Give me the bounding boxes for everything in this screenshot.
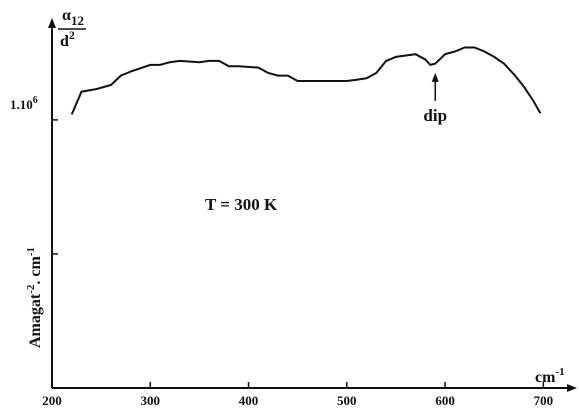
y-axis-label: Amagat-2. cm-1 (25, 247, 44, 348)
dip-annotation: dip (423, 73, 447, 125)
x-tick-label: 200 (42, 393, 62, 408)
ylabel-unit: . cm (27, 256, 44, 285)
tick-labels: 200 300 400 500 600 700 (42, 393, 553, 408)
x-tick-label: 400 (239, 393, 259, 408)
ylabel-text: Amagat (27, 293, 44, 348)
svg-text:d2: d2 (60, 28, 75, 50)
ylabel-top-sub: 12 (71, 13, 84, 28)
ylabel-unit-sup: -1 (25, 247, 37, 256)
x-axis-arrow (567, 384, 577, 392)
y-tick-label-main: 1.106 (10, 95, 38, 112)
axes (48, 18, 577, 392)
x-tick-label: 500 (337, 393, 357, 408)
x-axis-label: cm-1 (535, 366, 565, 386)
y-tick-main-sup: 6 (33, 95, 38, 106)
ylabel-top-den-sup: 2 (69, 28, 75, 42)
ticks (52, 120, 543, 388)
y-axis-arrow (48, 18, 56, 28)
y-axis-top-label: α12 d2 (58, 7, 86, 50)
data-curve (72, 48, 541, 115)
svg-text:α12: α12 (62, 7, 84, 28)
temperature-label: T = 300 K (205, 195, 278, 214)
x-tick-label: 600 (435, 393, 455, 408)
y-tick-main: 1.10 (10, 97, 33, 112)
ylabel-top-alpha: α (62, 7, 71, 24)
dip-arrow-head (432, 73, 439, 82)
x-tick-label: 700 (534, 393, 554, 408)
ylabel-top-den: d (60, 33, 69, 50)
x-tick-label: 300 (141, 393, 161, 408)
xlabel-text: cm (535, 369, 556, 386)
dip-label: dip (423, 106, 447, 125)
xlabel-sup: -1 (555, 366, 564, 378)
